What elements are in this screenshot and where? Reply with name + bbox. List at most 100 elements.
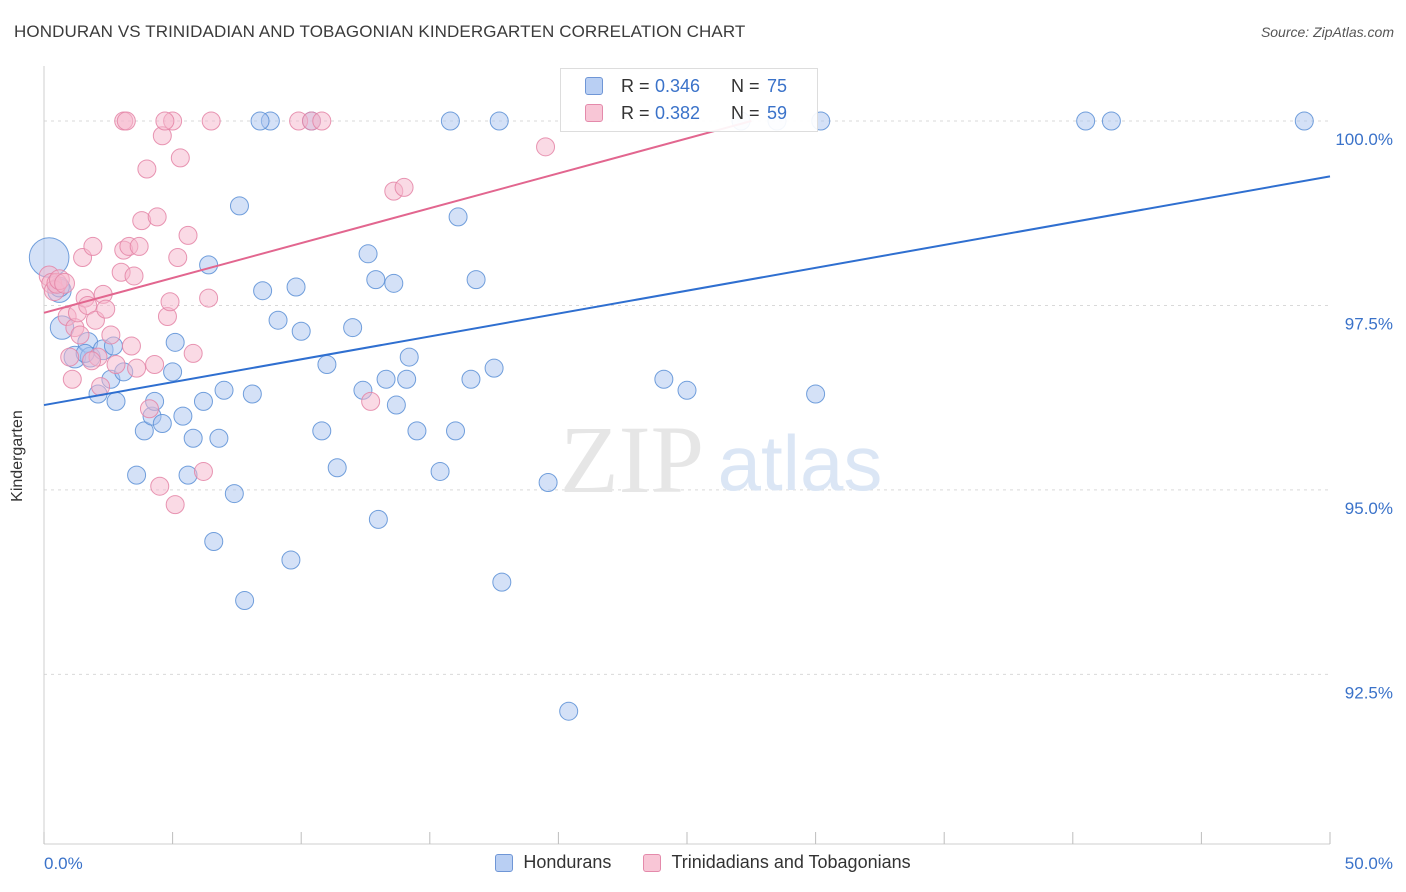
honduran-point-61 xyxy=(559,701,579,721)
trinidadian-point-21 xyxy=(101,325,121,345)
trinidadian-point-35 xyxy=(150,476,170,496)
trinidadian-points xyxy=(38,111,556,515)
r-value: 0.382 xyxy=(655,102,701,123)
legend-swatch-pink xyxy=(643,853,662,872)
trinidadian-point-38 xyxy=(160,292,180,312)
honduran-point-28 xyxy=(235,591,255,611)
legend-swatch-pink xyxy=(585,104,603,122)
honduran-point-16 xyxy=(163,362,183,382)
series-legend: Hondurans Trinidadians and Tobagonians xyxy=(0,852,1406,873)
honduran-point-40 xyxy=(343,318,363,338)
honduran-point-47 xyxy=(386,395,406,415)
trinidadian-point-15 xyxy=(83,236,103,256)
trinidadian-trend-line xyxy=(43,120,752,314)
honduran-point-57 xyxy=(484,358,504,378)
trinidadian-point-41 xyxy=(168,248,188,267)
chart-title: HONDURAN VS TRINIDADIAN AND TOBAGONIAN K… xyxy=(14,22,746,41)
honduran-point-48 xyxy=(397,369,417,389)
trinidadian-point-7 xyxy=(60,347,80,367)
trinidadian-point-50 xyxy=(312,111,332,131)
honduran-point-69 xyxy=(1294,111,1314,131)
trinidadian-point-8 xyxy=(62,369,82,389)
honduran-point-27 xyxy=(229,196,249,216)
y-tick-label-2: 97.5% xyxy=(1345,314,1393,333)
honduran-point-49 xyxy=(399,347,419,367)
trinidadian-point-56 xyxy=(116,111,136,131)
legend-label-trinidadians: Trinidadians and Tobagonians xyxy=(671,852,911,872)
honduran-point-53 xyxy=(446,421,466,441)
trinidadian-point-14 xyxy=(78,295,98,315)
honduran-point-37 xyxy=(312,421,332,441)
trinidadian-point-51 xyxy=(361,391,381,411)
honduran-point-21 xyxy=(193,391,213,411)
honduran-point-26 xyxy=(224,484,244,504)
trinidadian-point-20 xyxy=(96,299,116,319)
trinidadian-point-43 xyxy=(178,225,198,245)
r-label: R = xyxy=(621,102,650,123)
honduran-point-30 xyxy=(253,281,273,301)
honduran-point-25 xyxy=(214,380,234,400)
n-label: N = xyxy=(731,75,760,96)
trinidadian-point-54 xyxy=(536,137,556,157)
trinidadian-point-27 xyxy=(124,266,144,286)
y-tick-label-1: 95.0% xyxy=(1345,499,1393,518)
trinidadian-point-47 xyxy=(201,111,221,131)
legend-item-trinidadians: Trinidadians and Tobagonians xyxy=(643,852,911,873)
y-tick-label-0: 92.5% xyxy=(1345,683,1393,702)
honduran-point-65 xyxy=(806,384,826,404)
honduran-point-52 xyxy=(440,111,460,131)
axes xyxy=(43,66,1331,845)
honduran-point-73 xyxy=(250,111,270,131)
honduran-point-22 xyxy=(199,255,219,275)
honduran-point-46 xyxy=(384,273,404,293)
honduran-point-56 xyxy=(466,270,486,290)
trinidadian-point-29 xyxy=(129,236,149,256)
honduran-point-18 xyxy=(173,406,193,426)
honduran-point-51 xyxy=(430,461,450,481)
trinidadian-point-53 xyxy=(394,177,414,197)
trinidadian-point-31 xyxy=(137,159,157,179)
trend-lines xyxy=(43,120,1331,407)
zipatlas-watermark: ZIP atlas xyxy=(560,406,882,513)
legend-label-hondurans: Hondurans xyxy=(523,852,612,872)
correlation-legend: R = 0.346 N = 75 R = 0.382 N = 59 xyxy=(560,68,818,132)
honduran-point-68 xyxy=(1101,111,1121,131)
honduran-point-9 xyxy=(106,391,126,411)
y-tick-label-3: 100.0% xyxy=(1335,130,1393,149)
honduran-point-55 xyxy=(461,369,481,389)
honduran-point-29 xyxy=(242,384,262,404)
honduran-point-17 xyxy=(165,332,185,352)
trinidadian-point-33 xyxy=(145,354,165,374)
legend-swatch-blue xyxy=(495,853,514,872)
trinidadian-point-28 xyxy=(127,358,147,378)
honduran-point-62 xyxy=(654,369,674,389)
honduran-point-23 xyxy=(204,532,224,552)
legend-swatch-blue xyxy=(585,77,603,95)
honduran-point-11 xyxy=(127,465,147,485)
r-label: R = xyxy=(621,75,650,96)
n-label: N = xyxy=(731,102,760,123)
trinidadian-point-57 xyxy=(155,111,175,131)
trinidadian-point-45 xyxy=(193,461,213,481)
honduran-point-58 xyxy=(489,111,509,131)
trinidadian-point-5 xyxy=(54,272,75,294)
x-tick-label-0: 0.0% xyxy=(44,854,83,873)
honduran-point-63 xyxy=(677,380,697,400)
honduran-point-15 xyxy=(152,413,172,433)
x-tick-labels: 0.0% 50.0% xyxy=(44,854,1393,873)
honduran-point-38 xyxy=(317,354,337,374)
trinidadian-point-40 xyxy=(165,495,185,515)
honduran-point-33 xyxy=(281,550,301,570)
honduran-point-54 xyxy=(448,207,468,227)
trinidadian-point-26 xyxy=(121,336,141,356)
trinidadian-point-32 xyxy=(139,399,159,419)
honduran-point-24 xyxy=(209,428,229,448)
watermark-zip: ZIP xyxy=(560,406,704,513)
trinidadian-point-46 xyxy=(199,288,219,308)
honduran-point-60 xyxy=(538,473,558,493)
honduran-point-42 xyxy=(358,244,378,264)
honduran-point-34 xyxy=(286,277,306,297)
trinidadian-point-11 xyxy=(70,325,90,345)
watermark-atlas: atlas xyxy=(718,419,883,507)
